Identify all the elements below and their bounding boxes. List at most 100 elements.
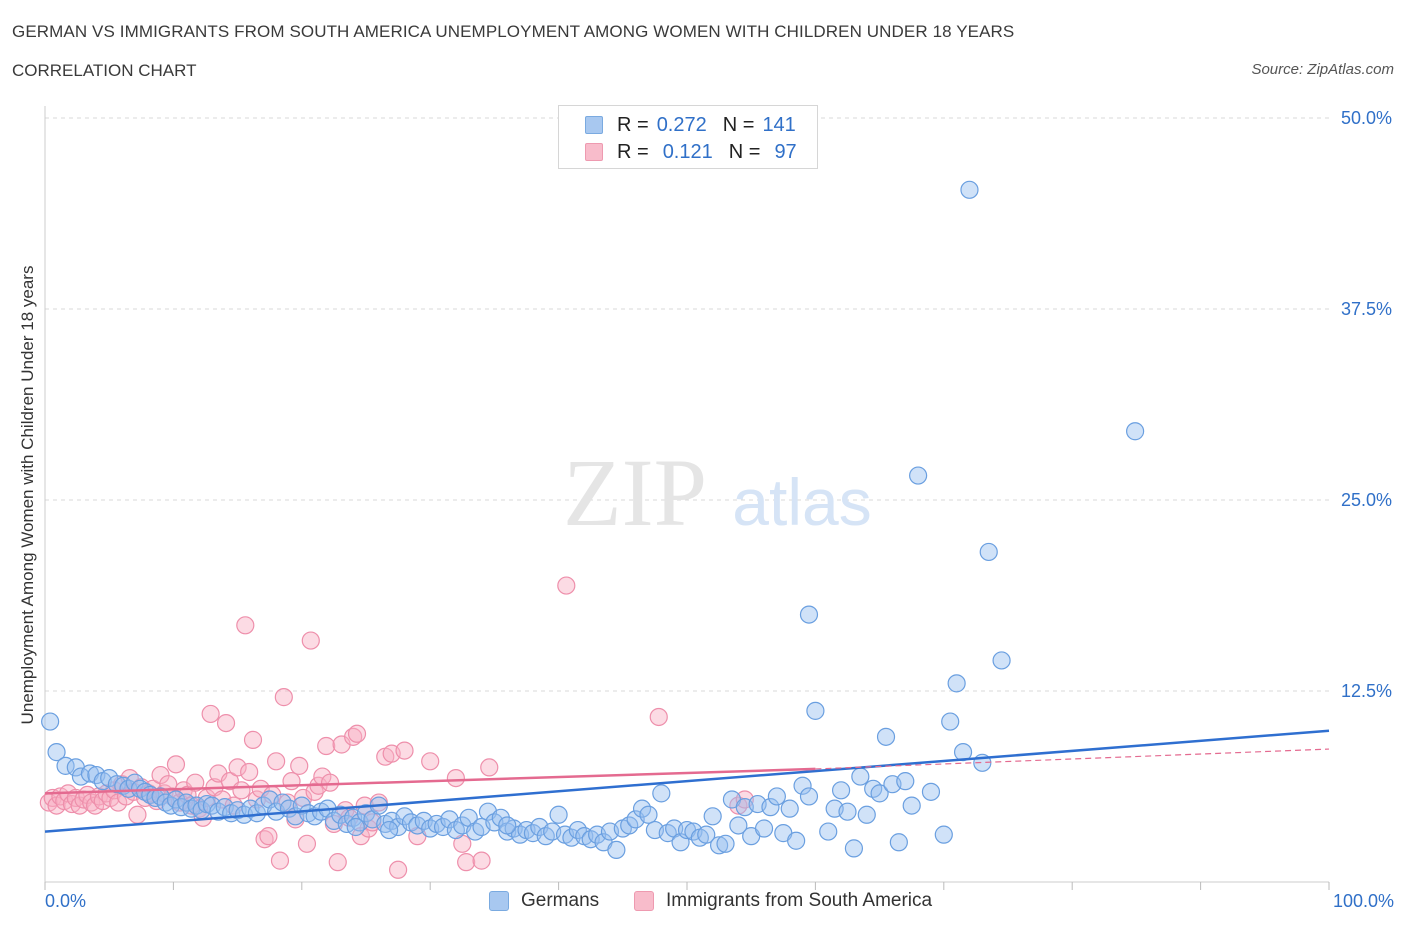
- data-point-immigrants: [228, 758, 247, 777]
- data-point-germans: [806, 701, 825, 720]
- data-point-germans: [1126, 422, 1145, 441]
- data-point-immigrants: [347, 724, 367, 743]
- x-tick-label-max: 100.0%: [1332, 891, 1394, 911]
- legend-r-value: 0.272: [656, 113, 707, 136]
- legend-row-immigrants: R = 0.121 N = 97: [585, 139, 797, 165]
- data-point-immigrants: [395, 741, 414, 760]
- series-immigrants-south-america: [39, 576, 754, 879]
- legend-n-label: N =: [722, 113, 755, 136]
- data-point-immigrants: [274, 688, 293, 707]
- data-point-immigrants: [317, 736, 336, 756]
- data-point-immigrants: [270, 851, 290, 870]
- data-point-immigrants: [186, 773, 205, 792]
- data-point-immigrants: [472, 851, 491, 870]
- data-point-germans: [793, 776, 812, 795]
- legend-n-value: 97: [774, 140, 797, 163]
- data-point-immigrants: [236, 616, 255, 635]
- data-point-germans: [799, 787, 819, 806]
- data-point-germans: [498, 816, 517, 835]
- data-point-germans: [909, 466, 928, 485]
- data-point-immigrants: [457, 853, 476, 872]
- data-point-germans: [947, 674, 966, 693]
- data-point-germans: [754, 819, 774, 838]
- series-legend: Germans Immigrants from South America: [0, 890, 1406, 916]
- legend-item-germans[interactable]: Germans: [489, 890, 599, 912]
- y-tick-label: 12.5%: [1341, 681, 1392, 701]
- data-point-immigrants: [216, 713, 236, 733]
- data-point-immigrants: [389, 860, 408, 879]
- legend-r-label: R =: [617, 113, 649, 136]
- legend-swatch-germans: [489, 891, 509, 911]
- data-point-immigrants: [351, 827, 370, 846]
- data-point-immigrants: [649, 707, 668, 727]
- data-point-germans: [902, 796, 921, 815]
- data-point-germans: [896, 772, 915, 791]
- data-point-germans: [921, 782, 941, 801]
- data-point-immigrants: [328, 853, 347, 872]
- data-point-immigrants: [232, 781, 251, 800]
- data-point-germans: [992, 651, 1011, 670]
- data-point-immigrants: [166, 755, 186, 774]
- data-point-immigrants: [243, 730, 263, 749]
- y-tick-label: 37.5%: [1341, 299, 1392, 319]
- trend-line-immigrants: [44, 767, 816, 795]
- data-point-germans: [979, 542, 998, 562]
- legend-r-label: R =: [617, 140, 649, 163]
- data-point-germans: [941, 712, 960, 731]
- data-point-germans: [716, 834, 735, 853]
- data-point-immigrants: [446, 768, 465, 788]
- x-tick-label-min: 0.0%: [45, 891, 87, 911]
- watermark-atlas: atlas: [732, 465, 871, 539]
- data-point-germans: [876, 727, 896, 746]
- legend-label-germans: Germans: [521, 890, 600, 911]
- data-point-germans: [549, 805, 568, 824]
- data-point-germans: [831, 781, 851, 800]
- data-point-immigrants: [301, 631, 320, 650]
- data-point-germans: [761, 798, 780, 817]
- legend-swatch-germans: [585, 116, 603, 134]
- data-point-immigrants: [320, 773, 340, 792]
- data-point-germans: [851, 767, 870, 786]
- data-point-immigrants: [267, 752, 286, 771]
- data-point-immigrants: [151, 765, 170, 785]
- watermark: ZIP atlas: [563, 439, 872, 546]
- data-point-germans: [652, 784, 671, 803]
- legend-swatch-immigrants: [634, 891, 654, 911]
- legend-r-value: 0.121: [662, 140, 713, 163]
- data-point-germans: [607, 840, 626, 860]
- legend-n-value: 141: [762, 113, 796, 136]
- data-point-immigrants: [128, 805, 147, 824]
- data-point-immigrants: [282, 772, 301, 791]
- data-point-immigrants: [259, 827, 278, 846]
- trend-line-immigrants-extension: [815, 748, 1330, 770]
- chart-title: GERMAN VS IMMIGRANTS FROM SOUTH AMERICA …: [12, 22, 1015, 41]
- stats-legend: R = 0.272 N = 141 R = 0.121 N = 97: [558, 105, 818, 169]
- data-point-germans: [889, 833, 908, 852]
- legend-n-label: N =: [728, 140, 761, 163]
- data-point-germans: [703, 807, 722, 826]
- axis-layer: [44, 106, 1330, 890]
- data-point-immigrants: [297, 834, 317, 853]
- data-point-germans: [934, 825, 953, 844]
- data-point-germans: [697, 825, 716, 844]
- data-point-germans: [346, 817, 365, 837]
- grid-layer: [45, 117, 1329, 692]
- data-point-germans: [799, 605, 819, 624]
- series-germans: [41, 180, 1145, 860]
- data-point-immigrants: [201, 704, 220, 724]
- data-point-immigrants: [480, 758, 499, 777]
- y-tick-label: 25.0%: [1341, 490, 1392, 510]
- data-point-germans: [107, 775, 127, 794]
- legend-label-immigrants: Immigrants from South America: [666, 890, 933, 911]
- y-tick-label: 50.0%: [1341, 108, 1392, 128]
- source-credit: Source: ZipAtlas.com: [1251, 61, 1394, 78]
- legend-item-immigrants[interactable]: Immigrants from South America: [634, 890, 932, 912]
- trend-line-germans: [44, 729, 1330, 833]
- data-point-germans: [838, 802, 857, 821]
- data-point-immigrants: [421, 752, 440, 771]
- chart-subtitle: CORRELATION CHART: [12, 61, 197, 80]
- data-point-immigrants: [240, 762, 259, 782]
- data-point-germans: [709, 836, 729, 855]
- data-point-germans: [47, 743, 66, 762]
